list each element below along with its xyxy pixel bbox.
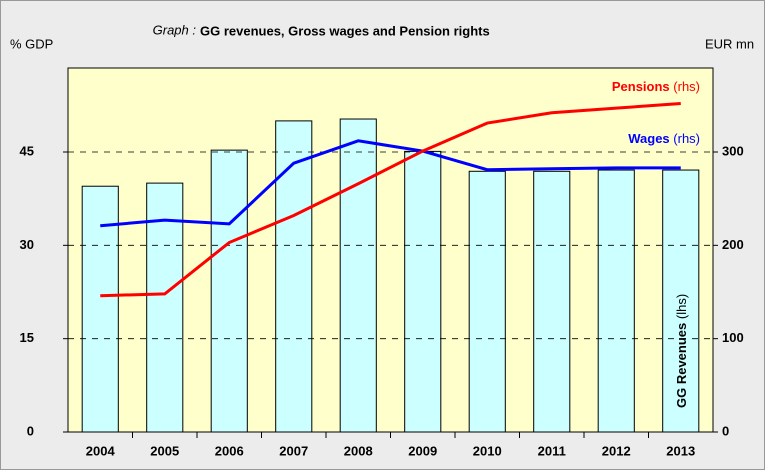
y2-tick-label: 100 bbox=[722, 330, 744, 345]
series-axis-note: (rhs) bbox=[673, 131, 700, 146]
series-label: GG Revenues (lhs) bbox=[674, 294, 689, 408]
bar bbox=[533, 170, 571, 433]
y-tick-label: 30 bbox=[20, 237, 34, 252]
series-name: Wages bbox=[628, 131, 669, 146]
bar bbox=[662, 169, 700, 433]
x-tick-label: 2012 bbox=[602, 443, 631, 458]
x-tick-label: 2007 bbox=[279, 443, 308, 458]
title-prefix: Graph : bbox=[153, 22, 197, 37]
bar bbox=[597, 169, 635, 433]
y-tick-label: 15 bbox=[20, 330, 34, 345]
x-tick-label: 2010 bbox=[473, 443, 502, 458]
bar bbox=[210, 149, 248, 433]
x-tick-label: 2009 bbox=[408, 443, 437, 458]
bar bbox=[81, 185, 119, 433]
bar bbox=[146, 182, 184, 433]
bar bbox=[339, 118, 377, 433]
x-tick-label: 2013 bbox=[666, 443, 695, 458]
x-tick-label: 2008 bbox=[344, 443, 373, 458]
x-tick-label: 2005 bbox=[150, 443, 179, 458]
y2-tick-label: 0 bbox=[722, 423, 729, 438]
series-axis-note: (lhs) bbox=[674, 294, 689, 319]
y-tick-label: 45 bbox=[20, 143, 34, 158]
y-tick-label: 0 bbox=[27, 423, 34, 438]
y2-axis-label: EUR mn bbox=[705, 36, 754, 51]
x-tick-label: 2011 bbox=[538, 443, 566, 458]
x-tick-label: 2004 bbox=[86, 443, 116, 458]
bar bbox=[468, 170, 506, 433]
series-name: GG Revenues bbox=[674, 323, 689, 408]
line-series bbox=[100, 101, 681, 298]
y2-tick-label: 300 bbox=[722, 143, 744, 158]
chart-title: GG revenues, Gross wages and Pension rig… bbox=[200, 23, 490, 38]
line-series bbox=[100, 139, 681, 228]
y-axis-label: % GDP bbox=[10, 36, 53, 51]
x-tick-label: 2006 bbox=[215, 443, 244, 458]
series-label: Pensions (rhs) bbox=[612, 79, 700, 94]
series-name: Pensions bbox=[612, 79, 670, 94]
bar bbox=[404, 150, 442, 433]
series-axis-note: (rhs) bbox=[673, 79, 700, 94]
bar bbox=[275, 120, 313, 433]
y2-tick-label: 200 bbox=[722, 237, 744, 252]
series-label: Wages (rhs) bbox=[628, 131, 700, 146]
